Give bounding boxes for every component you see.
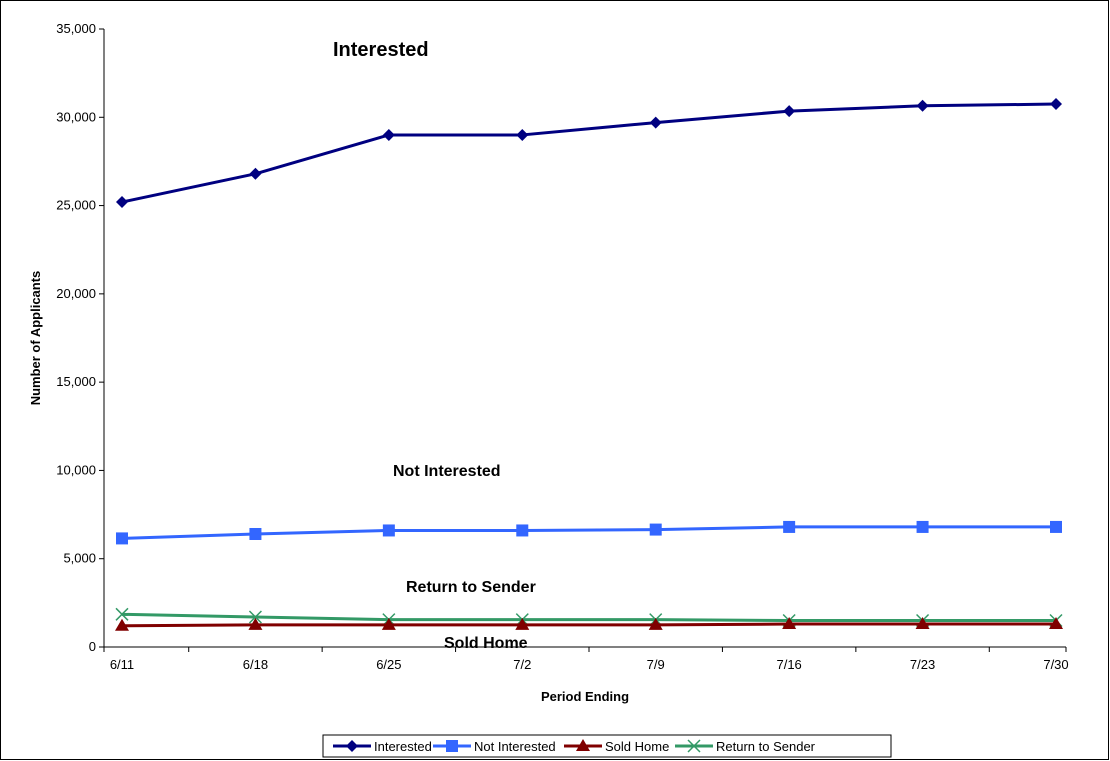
sold-home-point — [1049, 617, 1063, 630]
annotation-not-interested: Not Interested — [393, 463, 501, 480]
y-tick-label: 35,000 — [56, 21, 96, 36]
series-line-not-interested — [121, 525, 1056, 540]
series-line-return-to-sender — [121, 612, 1056, 623]
y-tick-label: 25,000 — [56, 198, 96, 213]
sold-home-point — [515, 617, 530, 630]
legend-label: Not Interested — [474, 739, 556, 754]
y-tick-label: 30,000 — [56, 109, 96, 124]
series-not-interested — [116, 520, 1062, 545]
interested-point — [916, 99, 929, 112]
legend-not-interested-point — [446, 740, 458, 752]
annotation-sold-home: Sold Home — [444, 635, 528, 652]
x-tick-label: 6/11 — [110, 657, 134, 672]
interested-point — [116, 196, 128, 209]
x-tick-label: 7/2 — [513, 657, 531, 672]
legend: Interested Not Interested Sold Home Return … — [322, 734, 892, 758]
x-tick-label: 7/16 — [776, 657, 801, 672]
legend-item-sold-home: Sold Home — [564, 739, 669, 754]
interested-point — [249, 167, 262, 180]
interested-point — [1050, 98, 1062, 111]
not-interested-point — [783, 520, 796, 533]
not-interested-point — [382, 524, 395, 537]
x-tick-label: 6/18 — [243, 657, 268, 672]
sold-home-point — [115, 618, 129, 631]
y-tick-label: 5,000 — [63, 551, 96, 566]
annotation-return-to-sender: Return to Sender — [406, 579, 536, 596]
y-axis-title: Number of Applicants — [28, 271, 43, 406]
legend-box — [322, 734, 892, 758]
interested-point — [382, 128, 395, 141]
x-ticks: 6/11 6/18 6/25 7/2 7/9 7/16 7/23 7/30 — [103, 647, 1069, 672]
y-ticks: 0 5,000 10,000 15,000 20,000 25,000 30,000 35,0… — [56, 21, 104, 654]
not-interested-point — [1050, 520, 1062, 533]
not-interested-point — [116, 532, 128, 545]
x-axis-title: Period Ending — [541, 689, 629, 704]
series-sold-home — [115, 617, 1063, 631]
annotation-interested: Interested — [333, 39, 429, 61]
axes — [103, 29, 1066, 648]
x-tick-label: 7/23 — [910, 657, 935, 672]
not-interested-point — [249, 527, 262, 540]
series-interested — [116, 98, 1062, 209]
sold-home-point — [381, 617, 396, 630]
sold-home-point — [782, 617, 797, 630]
return-to-sender-point — [248, 610, 262, 624]
legend-item-interested: Interested — [333, 739, 432, 754]
x-tick-label: 7/9 — [647, 657, 665, 672]
legend-label: Sold Home — [605, 739, 669, 754]
not-interested-point — [916, 520, 929, 533]
return-to-sender-point — [115, 607, 129, 621]
y-tick-label: 10,000 — [56, 462, 96, 477]
legend-label: Interested — [374, 739, 432, 754]
y-tick-label: 20,000 — [56, 286, 96, 301]
interested-point — [649, 116, 662, 129]
legend-interested-point — [346, 740, 358, 752]
interested-point — [783, 105, 796, 118]
interested-point — [516, 128, 529, 141]
y-tick-label: 0 — [89, 639, 96, 654]
x-tick-label: 7/30 — [1043, 657, 1068, 672]
legend-label: Return to Sender — [716, 739, 816, 754]
sold-home-point — [648, 617, 663, 630]
legend-sold-home-point — [576, 739, 590, 751]
legend-return-to-sender-point — [687, 739, 701, 753]
series-line-sold-home — [121, 622, 1056, 628]
legend-item-return-to-sender: Return to Sender — [675, 739, 816, 754]
series-layer — [115, 98, 1063, 631]
series-line-interested — [121, 102, 1057, 204]
x-tick-label: 6/25 — [376, 657, 401, 672]
not-interested-point — [516, 524, 529, 537]
y-tick-label: 15,000 — [56, 374, 96, 389]
sold-home-point — [915, 617, 930, 630]
sold-home-point — [248, 617, 263, 630]
not-interested-point — [649, 523, 662, 536]
legend-item-not-interested: Not Interested — [433, 739, 556, 754]
